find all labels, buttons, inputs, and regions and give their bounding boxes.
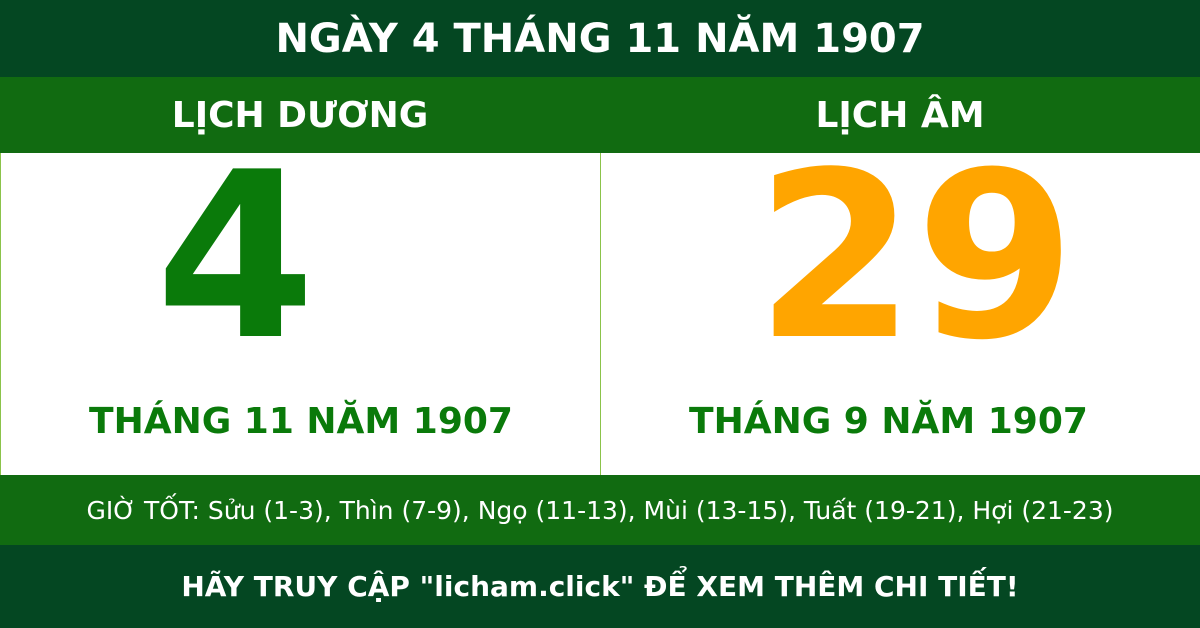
lunar-heading: LỊCH ÂM bbox=[815, 94, 985, 136]
calendar-body: 4 THÁNG 11 NĂM 1907 29 THÁNG 9 NĂM 1907 bbox=[0, 143, 1200, 475]
lunar-panel: 29 THÁNG 9 NĂM 1907 bbox=[600, 143, 1200, 475]
solar-month-year: THÁNG 11 NĂM 1907 bbox=[89, 401, 513, 442]
solar-day: 4 bbox=[155, 124, 316, 391]
page-title: NGÀY 4 THÁNG 11 NĂM 1907 bbox=[0, 0, 1200, 77]
calendar-headers: LỊCH DƯƠNG LỊCH ÂM bbox=[0, 77, 1200, 153]
lunar-month-year: THÁNG 9 NĂM 1907 bbox=[689, 401, 1088, 442]
lunar-day: 29 bbox=[755, 124, 1076, 391]
footer-cta: HÃY TRUY CẬP "licham.click" ĐỂ XEM THÊM … bbox=[0, 545, 1200, 628]
solar-panel: 4 THÁNG 11 NĂM 1907 bbox=[0, 143, 600, 475]
solar-heading: LỊCH DƯƠNG bbox=[171, 94, 429, 136]
good-hours: GIỜ TỐT: Sửu (1-3), Thìn (7-9), Ngọ (11-… bbox=[0, 475, 1200, 545]
